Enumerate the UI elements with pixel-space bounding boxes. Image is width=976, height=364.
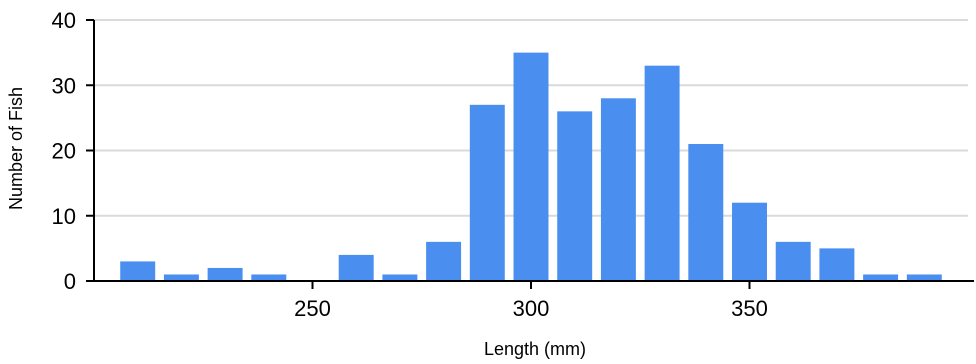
y-tick-label-0: 0 [64,269,76,294]
y-tick-label-20: 20 [52,139,76,164]
x-tick-label-300: 300 [513,296,550,321]
y-axis-title: Number of Fish [6,87,26,210]
x-tick-label-350: 350 [731,296,768,321]
bar-350 [732,202,767,281]
bar-230 [207,267,243,281]
x-tick-label-250: 250 [294,296,331,321]
bar-220 [163,274,199,281]
bar-280 [426,241,462,281]
y-tick-label-40: 40 [52,8,76,33]
bar-370 [819,248,855,281]
bar-320 [600,98,636,281]
y-tick-label-30: 30 [52,73,76,98]
bar-270 [382,274,418,281]
y-axis-ticks: 0 10 20 30 40 [52,8,94,294]
bar-340 [688,143,724,281]
x-axis-title: Length (mm) [484,339,586,359]
bars [120,52,942,281]
bar-260 [338,254,374,281]
bar-210 [120,261,156,281]
bar-360 [775,241,811,281]
bar-380 [863,274,899,281]
bar-330 [644,65,680,281]
bar-300 [513,52,549,281]
bar-240 [251,274,287,281]
bar-290 [469,104,505,281]
bar-310 [557,111,593,281]
y-tick-label-10: 10 [52,204,76,229]
bar-390 [906,274,942,281]
x-axis-ticks: 250 300 350 [294,281,768,321]
